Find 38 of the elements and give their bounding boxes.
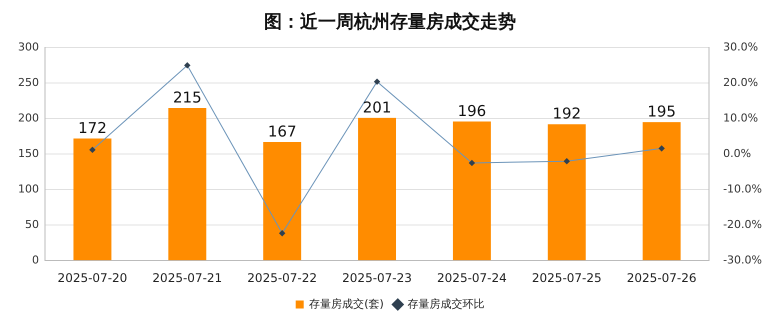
y2-tick-label: 20.0% [723,76,758,89]
legend-label: 存量房成交环比 [407,297,484,310]
y-tick-label: 300 [18,40,39,54]
y2-tick-label: -20.0% [723,218,762,231]
data-label: 195 [647,102,676,121]
x-tick-label: 2025-07-23 [342,270,412,285]
y-tick-label: 100 [18,182,39,196]
bar [263,142,302,260]
x-tick-label: 2025-07-21 [152,270,222,285]
y-tick-label: 200 [18,111,39,124]
x-tick-label: 2025-07-25 [532,270,602,285]
bar [548,124,586,260]
data-label: 196 [458,102,486,120]
bar [168,108,206,260]
legend-label: 存量房成交(套) [309,297,384,310]
x-tick-label: 2025-07-20 [58,270,128,285]
x-tick-label: 2025-07-26 [626,270,697,285]
y2-tick-label: 0.0% [723,146,752,160]
x-tick-label: 2025-07-22 [247,270,318,285]
y2-tick-label: 10.0% [723,111,758,124]
y-tick-label: 0 [32,253,39,266]
y2-tick-label: -10.0% [723,182,762,196]
y-tick-label: 150 [18,146,39,160]
bar [358,118,396,260]
chart-title: 图：近一周杭州存量房成交走势 [264,11,516,32]
data-label: 192 [552,104,582,123]
data-label: 215 [172,88,202,106]
y2-tick-label: 30.0% [723,40,758,54]
bar [452,121,491,260]
y-tick-label: 50 [24,218,39,231]
bar [73,138,112,260]
data-label: 172 [78,118,107,137]
bar [642,122,681,260]
data-label: 201 [362,98,392,116]
data-label: 167 [268,122,296,140]
x-tick-label: 2025-07-24 [437,270,507,285]
y-tick-label: 250 [18,76,39,89]
y2-tick-label: -30.0% [723,253,762,266]
